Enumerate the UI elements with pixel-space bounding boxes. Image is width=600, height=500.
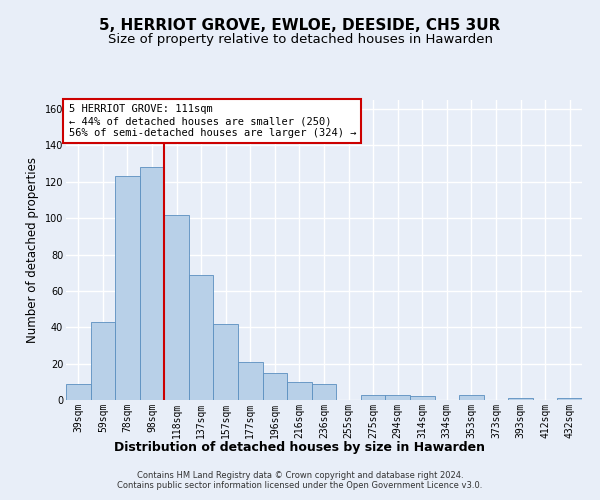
Bar bbox=[238, 362, 263, 400]
Bar bbox=[263, 372, 287, 400]
Bar bbox=[361, 394, 385, 400]
Bar bbox=[214, 324, 238, 400]
Text: Size of property relative to detached houses in Hawarden: Size of property relative to detached ho… bbox=[107, 32, 493, 46]
Bar bbox=[66, 384, 91, 400]
Bar bbox=[410, 396, 434, 400]
Text: Distribution of detached houses by size in Hawarden: Distribution of detached houses by size … bbox=[115, 441, 485, 454]
Bar bbox=[557, 398, 582, 400]
Bar bbox=[385, 394, 410, 400]
Text: 5, HERRIOT GROVE, EWLOE, DEESIDE, CH5 3UR: 5, HERRIOT GROVE, EWLOE, DEESIDE, CH5 3U… bbox=[100, 18, 500, 32]
Bar bbox=[189, 274, 214, 400]
Y-axis label: Number of detached properties: Number of detached properties bbox=[26, 157, 39, 343]
Bar bbox=[140, 168, 164, 400]
Bar bbox=[508, 398, 533, 400]
Text: 5 HERRIOT GROVE: 111sqm
← 44% of detached houses are smaller (250)
56% of semi-d: 5 HERRIOT GROVE: 111sqm ← 44% of detache… bbox=[68, 104, 356, 138]
Bar bbox=[312, 384, 336, 400]
Bar bbox=[115, 176, 140, 400]
Bar bbox=[459, 394, 484, 400]
Bar bbox=[164, 214, 189, 400]
Text: Contains HM Land Registry data © Crown copyright and database right 2024.
Contai: Contains HM Land Registry data © Crown c… bbox=[118, 470, 482, 490]
Bar bbox=[91, 322, 115, 400]
Bar bbox=[287, 382, 312, 400]
